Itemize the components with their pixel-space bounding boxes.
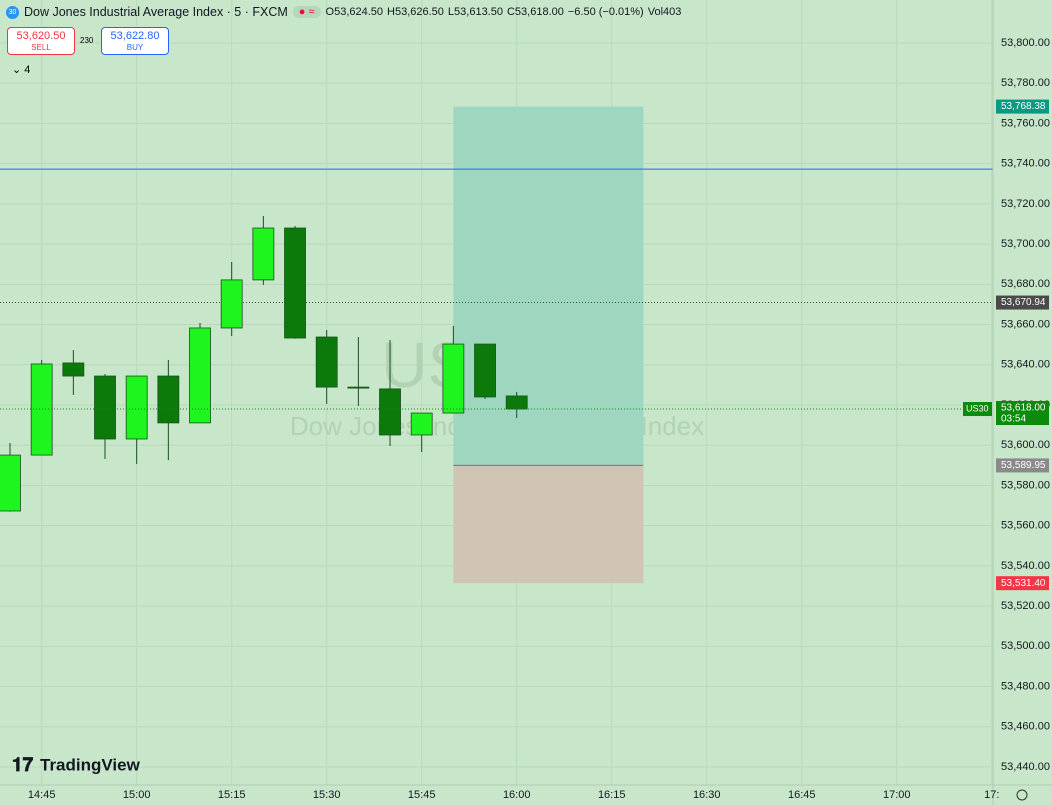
candle-body xyxy=(442,343,465,414)
ohlc-value: H53,626.50 xyxy=(387,6,444,18)
candle-body xyxy=(0,454,21,512)
sell-button[interactable]: 53,620.50 SELL xyxy=(7,27,75,55)
x-tick-label: 15:30 xyxy=(313,789,341,801)
ohlc-value: O53,624.50 xyxy=(325,6,384,18)
x-tick-label: 15:00 xyxy=(123,789,151,801)
candle-body xyxy=(284,227,306,339)
buy-price: 53,622.80 xyxy=(110,30,160,42)
x-tick-label: 14:45 xyxy=(28,789,56,801)
y-tick-label: 53,480.00 xyxy=(1001,680,1050,692)
candle-body xyxy=(347,386,370,389)
price-label-box xyxy=(996,576,1049,591)
loss-zone xyxy=(453,465,644,584)
candle-body xyxy=(410,412,433,436)
header: 30 Dow Jones Industrial Average Index · … xyxy=(6,5,681,19)
sell-price: 53,620.50 xyxy=(16,30,66,42)
symbol-label: US30 xyxy=(966,403,989,413)
candle-body xyxy=(220,279,243,329)
price-label: 53,768.38 xyxy=(1001,101,1046,112)
logo-mark: 𝟏𝟕 xyxy=(12,755,34,776)
y-tick-label: 53,500.00 xyxy=(1001,640,1050,652)
y-tick-label: 53,640.00 xyxy=(1001,359,1050,371)
x-tick-label: 17: xyxy=(984,789,999,801)
settings-icon[interactable] xyxy=(1016,789,1028,801)
candle-body xyxy=(125,375,148,440)
countdown: 03:54 xyxy=(1001,414,1026,425)
last-price-label: 53,618.00 xyxy=(1001,403,1046,414)
candle-body xyxy=(157,375,180,424)
y-tick-label: 53,460.00 xyxy=(1001,721,1050,733)
ohlc: O53,624.50 H53,626.50 L53,613.50 C53,618.00… xyxy=(326,6,682,18)
price-label-box xyxy=(996,458,1049,473)
candle-body xyxy=(30,363,53,456)
indicators-toggle[interactable]: ⌄ 4 xyxy=(12,64,31,76)
y-tick-label: 53,560.00 xyxy=(1001,520,1050,532)
y-tick-label: 53,800.00 xyxy=(1001,37,1050,49)
ohlc-value: −6.50 (−0.01%) xyxy=(567,6,644,18)
candle-body xyxy=(252,227,275,281)
symbol-badge: 30 xyxy=(6,5,19,19)
y-tick-label: 53,600.00 xyxy=(1001,439,1050,451)
y-tick-label: 53,720.00 xyxy=(1001,198,1050,210)
symbol-box xyxy=(963,402,992,417)
y-tick-label: 53,520.00 xyxy=(1001,600,1050,612)
price-label-box xyxy=(996,295,1049,310)
y-tick-label: 53,780.00 xyxy=(1001,77,1050,89)
candle-body xyxy=(62,362,85,377)
price-label-box xyxy=(996,99,1049,114)
x-tick-label: 16:45 xyxy=(788,789,816,801)
y-tick-label: 53,740.00 xyxy=(1001,158,1050,170)
candle-body xyxy=(315,336,338,388)
candle-body xyxy=(189,327,211,424)
indicators-count: 4 xyxy=(24,64,31,76)
y-tick-label: 53,540.00 xyxy=(1001,560,1050,572)
y-tick-label: 53,680.00 xyxy=(1001,278,1050,290)
logo: TradingView xyxy=(40,755,141,774)
x-tick-label: 16:30 xyxy=(693,789,721,801)
buy-button[interactable]: 53,622.80 BUY xyxy=(101,27,169,55)
y-tick-label: 53,580.00 xyxy=(1001,479,1050,491)
candle-body xyxy=(505,395,528,410)
candle-body xyxy=(474,343,496,398)
y-tick-label: 53,440.00 xyxy=(1001,761,1050,773)
sell-label: SELL xyxy=(31,43,51,52)
title: Dow Jones Industrial Average Index · 5 ·… xyxy=(24,5,288,19)
x-tick-label: 17:00 xyxy=(883,789,911,801)
spread: 230 xyxy=(80,36,94,45)
y-tick-label: 53,700.00 xyxy=(1001,238,1050,250)
price-label: 53,589.95 xyxy=(1001,460,1046,471)
price-label: 53,670.94 xyxy=(1001,297,1046,308)
x-tick-label: 16:15 xyxy=(598,789,626,801)
status[interactable]: ● ≈ xyxy=(292,6,321,18)
x-tick-label: 15:15 xyxy=(218,789,246,801)
buy-label: BUY xyxy=(126,43,144,52)
profit-zone xyxy=(453,106,644,466)
candle-body xyxy=(379,388,401,436)
price-label: 53,531.40 xyxy=(1001,578,1046,589)
ohlc-value: L53,613.50 xyxy=(447,6,503,18)
y-tick-label: 53,660.00 xyxy=(1001,318,1050,330)
last-price-box xyxy=(996,401,1049,426)
ohlc-value: C53,618.00 xyxy=(506,6,564,18)
candle-body xyxy=(94,375,116,440)
ohlc-value: Vol403 xyxy=(647,6,682,18)
y-tick-label: 53,760.00 xyxy=(1001,117,1050,129)
x-tick-label: 15:45 xyxy=(408,789,436,801)
x-tick-label: 16:00 xyxy=(503,789,531,801)
